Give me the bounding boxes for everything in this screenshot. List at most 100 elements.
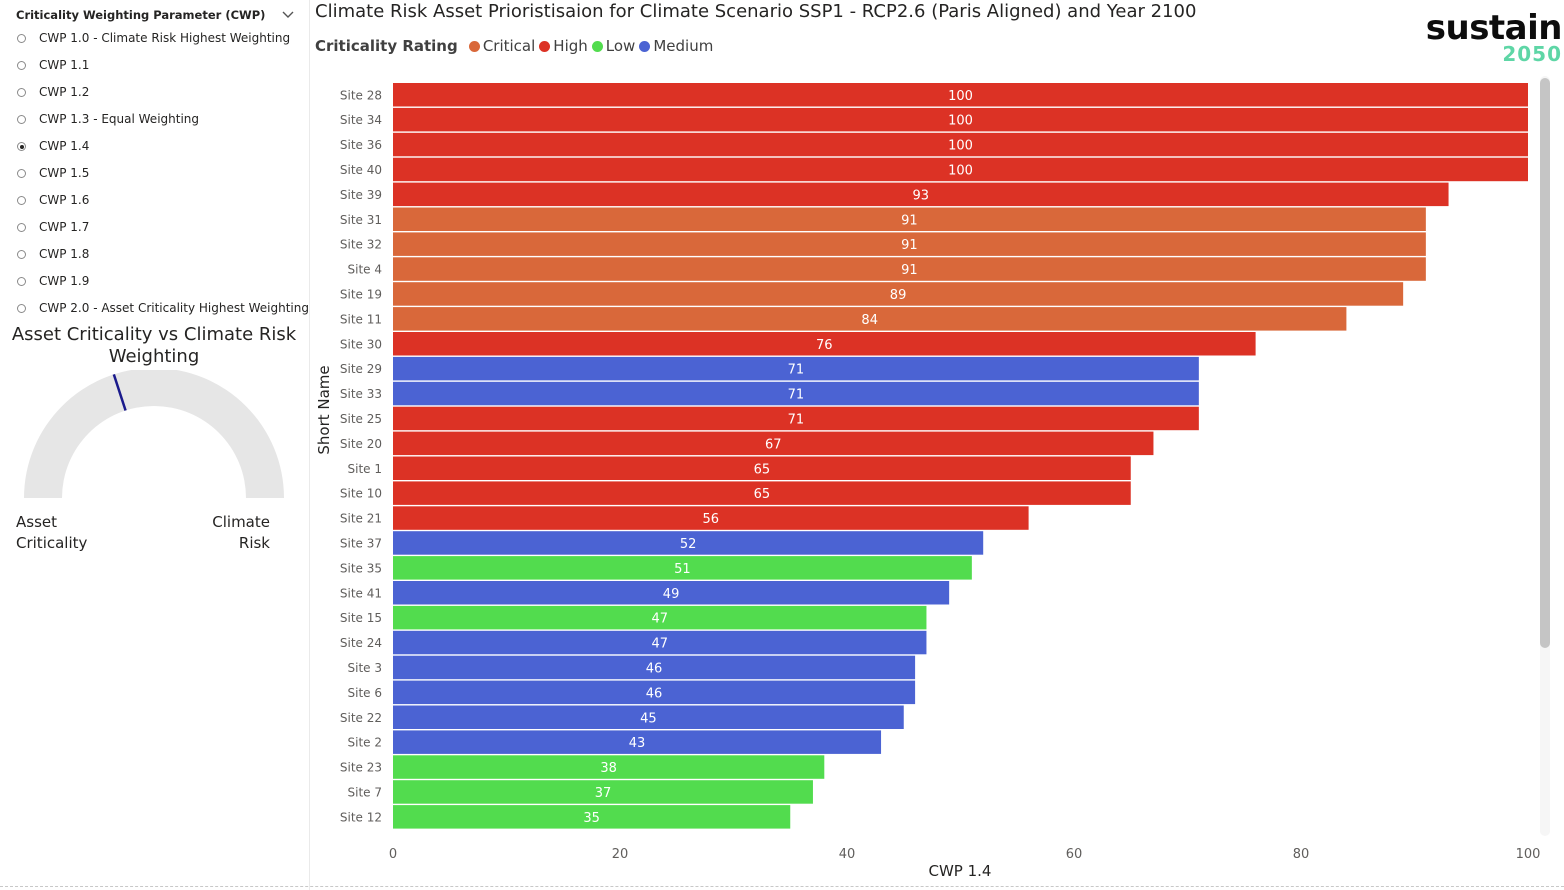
cwp-option-label: CWP 1.8: [39, 247, 90, 261]
radio-button[interactable]: [17, 223, 26, 232]
cwp-option[interactable]: CWP 1.9: [16, 271, 304, 293]
data-label: 46: [646, 686, 663, 701]
data-label: 71: [788, 363, 805, 378]
bar[interactable]: [393, 556, 972, 580]
bar[interactable]: [393, 182, 1449, 207]
y-tick-label: Site 39: [340, 188, 382, 202]
cwp-option[interactable]: CWP 1.0 - Climate Risk Highest Weighting: [16, 28, 304, 50]
bar[interactable]: [393, 157, 1528, 182]
logo-word: sustain: [1425, 8, 1563, 48]
radio-button[interactable]: [17, 142, 26, 151]
bar[interactable]: [393, 332, 1256, 356]
bar[interactable]: [393, 307, 1347, 331]
scrollbar-thumb[interactable]: [1540, 78, 1550, 648]
bar[interactable]: [393, 630, 927, 655]
cwp-option-label: CWP 1.6: [39, 193, 90, 207]
bar[interactable]: [393, 481, 1131, 505]
sustain2050-logo: sustain 2050: [1422, 8, 1563, 68]
chart-legend: Criticality Rating Critical High Low Medium: [315, 36, 717, 58]
gauge-title: Asset Criticality vs Climate Risk Weight…: [11, 324, 297, 367]
weighting-gauge: [24, 370, 284, 498]
cwp-option-label: CWP 1.4: [39, 139, 90, 153]
legend-item[interactable]: Medium: [639, 37, 713, 55]
y-tick-label: Site 25: [340, 412, 382, 426]
data-label: 67: [765, 437, 782, 452]
cwp-option[interactable]: CWP 1.1: [16, 55, 304, 77]
logo-year: 2050: [1502, 42, 1562, 66]
bar[interactable]: [393, 282, 1404, 306]
bar[interactable]: [393, 531, 984, 555]
data-label: 38: [600, 761, 617, 776]
bar[interactable]: [393, 805, 791, 829]
y-tick-label: Site 10: [340, 487, 382, 501]
y-tick-label: Site 4: [348, 263, 383, 277]
bar[interactable]: [393, 780, 813, 804]
y-tick-label: Site 6: [348, 686, 383, 700]
cwp-option[interactable]: CWP 1.3 - Equal Weighting: [16, 109, 304, 131]
y-tick-label: Site 12: [340, 810, 382, 824]
radio-button[interactable]: [17, 304, 26, 313]
bar[interactable]: [393, 257, 1426, 281]
bottom-rule: [0, 886, 1564, 887]
bar[interactable]: [393, 83, 1528, 107]
cwp-option[interactable]: CWP 1.7: [16, 217, 304, 239]
data-label: 37: [595, 786, 612, 801]
slicer-header[interactable]: Criticality Weighting Parameter (CWP): [16, 6, 298, 26]
legend-item[interactable]: Critical: [468, 37, 536, 55]
bar[interactable]: [393, 456, 1131, 481]
bar[interactable]: [393, 207, 1426, 232]
chevron-down-icon[interactable]: [280, 6, 296, 22]
bar[interactable]: [393, 655, 916, 680]
legend-swatch: [468, 41, 480, 52]
bar[interactable]: [393, 406, 1199, 431]
bar[interactable]: [393, 730, 882, 754]
legend-item[interactable]: High: [539, 37, 588, 55]
bar[interactable]: [393, 755, 825, 779]
bar[interactable]: [393, 506, 1029, 530]
bar[interactable]: [393, 581, 950, 605]
bar[interactable]: [393, 605, 927, 630]
bar[interactable]: [393, 431, 1154, 456]
y-tick-label: Site 36: [340, 138, 382, 152]
y-tick-label: Site 30: [340, 337, 382, 351]
radio-button[interactable]: [17, 277, 26, 286]
data-label: 93: [913, 188, 930, 203]
data-label: 100: [948, 114, 973, 129]
y-tick-label: Site 37: [340, 536, 382, 550]
y-tick-label: Site 2: [348, 736, 383, 750]
bar[interactable]: [393, 381, 1199, 406]
y-tick-label: Site 23: [340, 761, 382, 775]
bar[interactable]: [393, 705, 904, 730]
radio-button[interactable]: [17, 34, 26, 43]
legend-swatch: [591, 41, 603, 52]
cwp-option[interactable]: CWP 1.8: [16, 244, 304, 266]
y-tick-label: Site 33: [340, 387, 382, 401]
cwp-slicer: Criticality Weighting Parameter (CWP) CW…: [0, 0, 309, 322]
cwp-option[interactable]: CWP 2.0 - Asset Criticality Highest Weig…: [16, 298, 309, 320]
data-label: 100: [948, 89, 973, 104]
radio-button[interactable]: [17, 115, 26, 124]
bar-chart: 0 20 40 60 80 100 Site 28 100 Site 34 100 Site 36 1…: [340, 83, 1540, 862]
bar[interactable]: [393, 680, 916, 705]
y-tick-label: Site 40: [340, 163, 382, 177]
radio-button[interactable]: [17, 61, 26, 70]
radio-button[interactable]: [17, 169, 26, 178]
bar[interactable]: [393, 107, 1528, 132]
gauge-track: [24, 370, 284, 498]
cwp-option[interactable]: CWP 1.5: [16, 163, 304, 185]
radio-button[interactable]: [17, 88, 26, 97]
data-label: 45: [640, 711, 657, 726]
legend-label: Critical: [482, 37, 536, 55]
radio-button[interactable]: [17, 196, 26, 205]
bar[interactable]: [393, 132, 1528, 157]
x-tick-label: 0: [389, 847, 397, 862]
data-label: 71: [788, 388, 805, 403]
bar[interactable]: [393, 232, 1426, 256]
cwp-option[interactable]: CWP 1.6: [16, 190, 304, 212]
radio-button[interactable]: [17, 250, 26, 259]
x-tick-label: 60: [1066, 847, 1083, 862]
legend-item[interactable]: Low: [591, 37, 635, 55]
cwp-option[interactable]: CWP 1.2: [16, 82, 304, 104]
cwp-option[interactable]: CWP 1.4: [16, 136, 304, 158]
bar[interactable]: [393, 356, 1199, 381]
